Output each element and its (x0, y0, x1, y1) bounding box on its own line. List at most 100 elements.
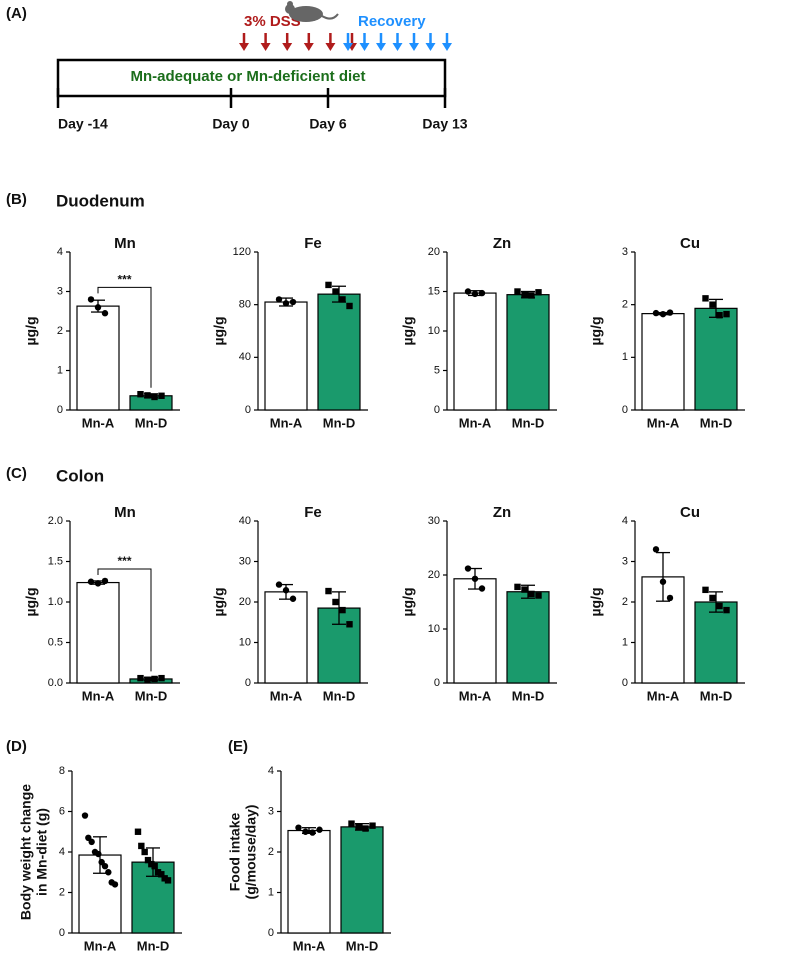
y-tick-label: 30 (239, 555, 251, 567)
data-point (702, 586, 709, 594)
arrow-head (409, 43, 419, 51)
y-tick-label: 80 (239, 299, 251, 311)
bar (76, 581, 120, 684)
mouse-icon (285, 1, 339, 22)
data-point (464, 565, 472, 572)
data-point (346, 302, 353, 310)
y-tick-label: 1.0 (48, 596, 63, 608)
x-tick-label: Mn-D (135, 688, 168, 703)
panel-title: Colon (56, 466, 104, 485)
y-axis-label: (g/mouse/day) (243, 805, 259, 900)
data-point (137, 674, 144, 682)
data-point (151, 862, 158, 870)
y-tick-label: 3 (622, 246, 628, 258)
y-tick-label: 0 (268, 927, 274, 939)
data-point (348, 820, 355, 827)
data-point (478, 289, 486, 297)
data-point (339, 296, 346, 303)
y-tick-label: 2 (59, 886, 65, 898)
arrow-head (260, 43, 271, 51)
x-tick-label: Mn-A (293, 938, 326, 953)
y-tick-label: 0 (434, 404, 440, 416)
chart-title: Fe (304, 504, 322, 521)
y-axis-label: µg/g (400, 587, 416, 616)
arrow-head (376, 43, 386, 51)
y-axis-label: Food intake (227, 813, 243, 892)
y-tick-label: 1 (622, 636, 628, 648)
y-axis-label: in Mn-diet (g) (34, 808, 50, 896)
y-axis-label: µg/g (23, 316, 39, 345)
y-tick-label: 20 (428, 246, 440, 258)
y-axis-label: µg/g (23, 587, 39, 616)
data-point (528, 590, 535, 598)
y-tick-label: 3 (622, 555, 628, 567)
data-point (141, 848, 148, 856)
panel-title: Duodenum (56, 191, 145, 210)
data-point (138, 842, 145, 850)
arrow-head (442, 43, 452, 51)
x-tick-label: Mn-D (512, 415, 545, 430)
data-point (514, 583, 521, 591)
data-point (478, 585, 486, 592)
data-point (471, 575, 479, 582)
data-point (158, 392, 165, 399)
y-tick-label: 3 (268, 805, 274, 817)
data-point (295, 824, 302, 831)
day-ticks (56, 88, 447, 108)
data-point (151, 393, 158, 401)
data-point (535, 289, 542, 296)
data-point (95, 850, 102, 858)
chart-title: Mn (114, 235, 136, 252)
x-tick-label: Mn-A (270, 688, 303, 703)
diet-box (56, 58, 447, 98)
significance-label: *** (117, 554, 131, 568)
data-point (87, 578, 95, 585)
y-tick-label: 10 (428, 623, 440, 635)
bar (453, 292, 497, 411)
data-point (282, 587, 290, 594)
data-point (528, 292, 535, 299)
day-label: Day 13 (422, 116, 467, 132)
y-tick-label: 15 (428, 285, 440, 297)
data-point (652, 309, 660, 317)
y-tick-label: 20 (428, 569, 440, 581)
data-point (659, 310, 667, 318)
data-point (164, 877, 172, 884)
y-axis-label: µg/g (211, 316, 227, 345)
data-point (275, 581, 283, 588)
data-point (709, 594, 716, 602)
y-tick-label: 0 (59, 927, 65, 939)
y-tick-label: 2 (268, 846, 274, 858)
x-tick-label: Mn-A (647, 415, 680, 430)
data-point (702, 295, 709, 302)
x-tick-label: Mn-A (459, 415, 492, 430)
y-tick-label: 1.5 (48, 555, 63, 567)
data-point (88, 838, 95, 846)
panel-label: (B) (6, 191, 27, 208)
data-point (339, 606, 346, 614)
data-point (158, 674, 165, 682)
y-tick-label: 2 (57, 325, 63, 337)
data-point (325, 281, 332, 289)
chart-title: Cu (680, 235, 700, 252)
data-point (332, 598, 339, 606)
bar (694, 307, 738, 411)
data-point (275, 296, 283, 303)
data-point (666, 309, 674, 316)
y-tick-label: 0 (245, 404, 251, 416)
bar (506, 294, 550, 411)
y-tick-label: 40 (239, 515, 251, 527)
data-point (659, 578, 667, 585)
data-point (144, 856, 152, 864)
bar (287, 829, 331, 934)
arrow-head (425, 43, 436, 51)
bar (264, 301, 308, 411)
panel-label: (A) (6, 5, 27, 22)
data-point (521, 586, 528, 593)
bar (264, 591, 308, 684)
data-point (369, 822, 376, 829)
y-tick-label: 6 (59, 805, 65, 817)
arrow-head (325, 43, 336, 51)
data-point (723, 606, 730, 614)
